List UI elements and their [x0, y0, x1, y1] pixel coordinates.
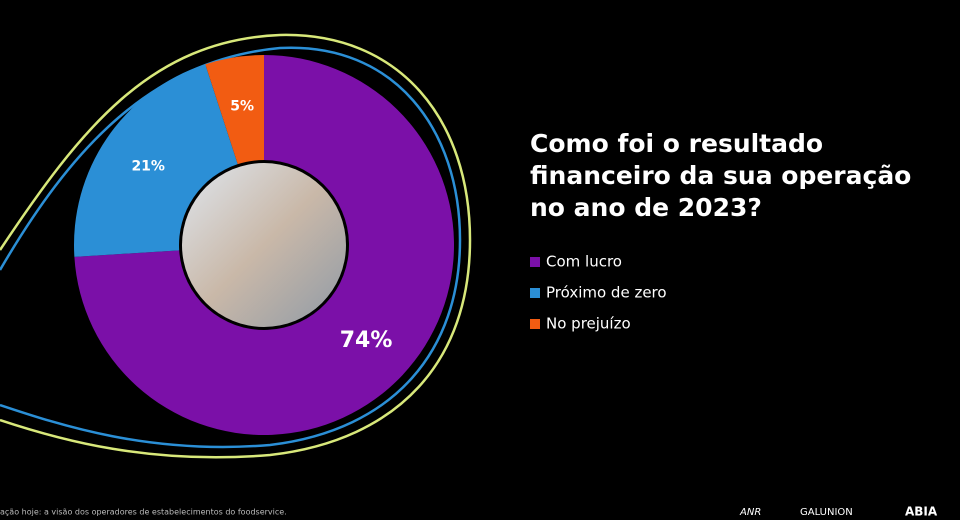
value-label: 5% [230, 99, 254, 115]
legend-label: Próximo de zero [546, 284, 667, 302]
logo: GALUNION [800, 507, 853, 518]
donut-slice [74, 64, 238, 257]
footer-source: ação hoje: a visão dos operadores de est… [0, 508, 287, 517]
center-photo [182, 163, 346, 327]
donut-slice [205, 55, 264, 165]
legend-swatch [530, 257, 540, 267]
legend: Com lucro Próximo de zero No prejuízo [530, 253, 667, 333]
chart-title: Como foi o resultado financeiro da sua o… [530, 129, 912, 222]
value-label: 21% [131, 158, 165, 174]
donut: 74% 21% 5% [74, 55, 454, 436]
legend-label: No prejuízo [546, 315, 631, 333]
legend-swatch [530, 288, 540, 298]
donut-slice [74, 55, 454, 436]
value-label: 74% [340, 328, 393, 353]
legend-swatch [530, 319, 540, 329]
logo: ABIA [905, 505, 938, 519]
logo: ANR [739, 507, 761, 518]
legend-label: Com lucro [546, 253, 622, 271]
decor-curve [0, 33, 472, 459]
